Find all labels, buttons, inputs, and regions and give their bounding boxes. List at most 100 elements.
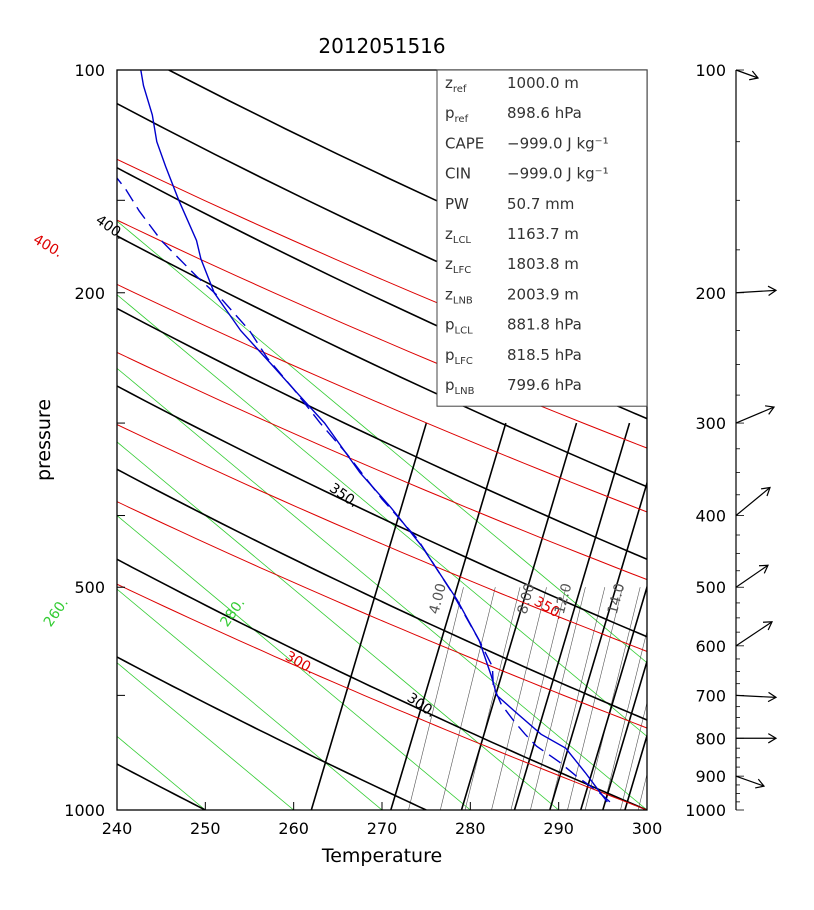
isotherm-label: 260. [41,595,72,630]
wind-arrow-shaft [735,621,773,647]
mixing-ratio-label: 4.00 [426,582,450,616]
wind-axis-label: 800 [695,729,726,748]
info-value: 898.6 hPa [507,104,582,122]
wind-arrow-head [765,405,776,415]
pseudoadiabat-line [310,422,428,810]
isotherm-line [117,662,294,810]
dry-adiabat-line [117,468,647,721]
mixing-ratio-line [510,587,567,810]
wind-arrow-shaft [735,289,777,294]
y-tick-label: 1000 [64,801,105,820]
info-value: 1803.8 m [507,255,579,273]
info-value: 2003.9 m [507,285,579,303]
wind-arrow-shaft [735,406,775,424]
y-axis-label: pressure [33,399,55,481]
x-tick-label: 300 [632,819,663,838]
temperature-profile [140,70,608,803]
pseudoadiabat-line [390,422,507,810]
moist-adiabat-label: 400. [30,232,65,261]
x-tick-label: 250 [190,819,221,838]
wind-axis-label: 100 [695,61,726,80]
wind-arrow-head [767,285,778,296]
wind-axis-label: 900 [695,767,726,786]
moist-adiabat-line [117,424,647,652]
x-tick-label: 240 [102,819,133,838]
wind-axis-label: 600 [695,637,726,656]
y-tick-label: 200 [74,284,105,303]
info-value: −999.0 J kg⁻¹ [507,165,609,183]
mixing-ratio-line [440,587,496,810]
wind-arrow-head [755,778,766,789]
wind-axis-label: 400 [695,507,726,526]
isotherm-line [117,515,471,810]
dewpoint-profile [117,177,611,803]
dry-adiabat-line [117,558,647,810]
wind-arrow-shaft [735,564,769,588]
wind-axis-label: 1000 [685,801,726,820]
info-value: 881.8 hPa [507,316,582,334]
x-axis-label: Temperature [321,845,442,867]
isotherm-line [117,735,206,810]
wind-arrow-shaft [735,775,765,787]
moist-adiabat-line [117,583,647,810]
mixing-ratio-line [620,701,647,810]
dry-adiabat-line [117,235,647,488]
wind-arrow-shaft [735,487,771,516]
dry-adiabat-line [117,385,647,638]
pseudoadiabat-line [549,480,647,810]
y-tick-label: 500 [74,578,105,597]
x-tick-label: 260 [278,819,309,838]
mixing-ratio-line [408,587,464,810]
wind-arrow-head [761,486,771,497]
isotherm-line [117,588,383,810]
info-label: CAPE [445,134,484,152]
isotherm-line [117,441,559,810]
wind-arrow-head [749,70,760,81]
x-tick-label: 280 [455,819,486,838]
info-value: 818.5 hPa [507,346,582,364]
dry-adiabat-line [117,656,427,810]
sounding-info-box [436,69,648,407]
mixing-ratio-label: 8.00 [515,582,539,616]
moist-adiabat-line [117,501,647,729]
y-tick-label: 100 [74,61,105,80]
pseudoadiabat-line [460,422,578,810]
pseudoadiabat-line [513,422,631,810]
info-label: PW [445,195,469,213]
wind-axis-label: 200 [695,284,726,303]
wind-arrow-shaft [735,69,759,79]
isotherm-line [0,70,29,810]
pseudoadiabat-line [624,732,647,810]
mixing-ratio-line [584,587,641,810]
x-tick-label: 270 [367,819,398,838]
info-value: 1163.7 m [507,225,579,243]
wind-arrow-head [767,733,778,744]
wind-axis-label: 700 [695,686,726,705]
mixing-ratio-label: 12.0 [552,582,576,616]
dry-adiabat-line [117,307,647,561]
mixing-ratio-line [491,587,547,810]
dry-adiabat-line [117,763,206,810]
info-value: 50.7 mm [507,195,574,213]
moist-adiabat-line [117,351,647,581]
info-value: 799.6 hPa [507,376,582,394]
moist-adiabat-line [117,283,647,513]
dry-adiabat-label: 300. [404,690,439,721]
wind-axis-label: 300 [695,414,726,433]
isotherm-line [117,367,647,810]
mixing-ratio-label: 14.0 [605,582,629,616]
chart-title: 2012051516 [318,34,445,58]
wind-arrow-head [758,564,769,574]
x-tick-label: 290 [543,819,574,838]
wind-axis-label: 500 [695,578,726,597]
pseudoadiabat-line [579,584,647,810]
mixing-ratio-line [464,587,521,810]
pseudoadiabat-line [602,658,647,810]
info-value: 1000.0 m [507,74,579,92]
isotherm-line [117,294,647,737]
info-value: −999.0 J kg⁻¹ [507,134,609,152]
info-label: CIN [445,165,471,183]
wind-arrow-shaft [735,694,777,698]
